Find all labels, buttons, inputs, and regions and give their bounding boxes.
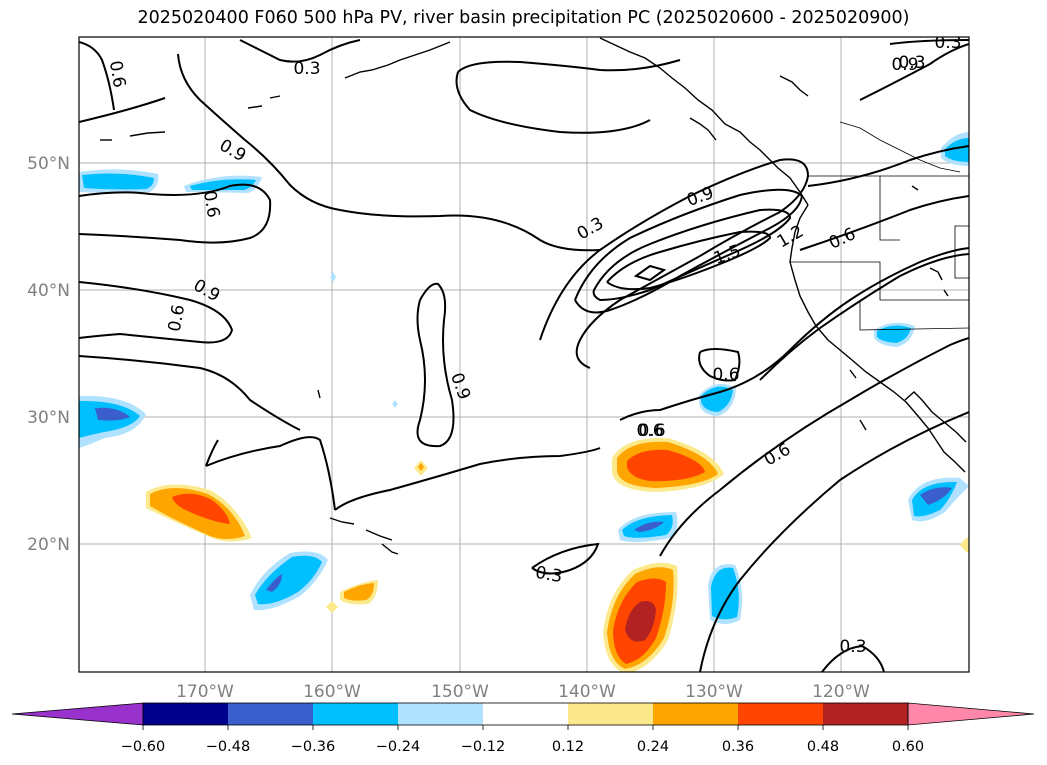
positive-anomaly-shading (146, 437, 969, 672)
coastlines (100, 37, 967, 555)
colorbar-tick-label: −0.12 (461, 739, 505, 755)
lat-label: 40°N (27, 281, 70, 301)
contour-label: 0.3 (293, 59, 320, 79)
colorbar-tick-label: −0.24 (376, 739, 420, 755)
contour-label: 0.9 (891, 55, 918, 75)
colorbar-segment (228, 703, 313, 725)
colorbar-segment (653, 703, 738, 725)
lat-label: 50°N (27, 154, 70, 174)
colorbar-tick-label: −0.36 (291, 739, 335, 755)
colorbar-segment (313, 703, 398, 725)
map-frame (78, 36, 970, 673)
map-area (79, 37, 969, 672)
lon-label: 150°W (431, 682, 489, 702)
colorbar-tick-label: 0.36 (722, 739, 754, 755)
negative-anomaly-shading (79, 132, 969, 624)
contour-label: 0.3 (534, 563, 564, 587)
colorbar-tick-label: −0.48 (206, 739, 250, 755)
lon-label: 160°W (303, 682, 361, 702)
political-borders (790, 121, 969, 331)
precip-shading (79, 132, 969, 672)
contour-label: 0.6 (165, 303, 189, 333)
colorbar-segment (568, 703, 653, 725)
contour-label: 0.3 (934, 33, 961, 53)
colorbar-segment (738, 703, 823, 725)
lon-label: 130°W (685, 682, 743, 702)
colorbar-tick-label: 0.12 (552, 739, 584, 755)
colorbar-segment (823, 703, 908, 725)
contour-label: 0.3 (839, 637, 866, 657)
colorbar-tick-label: 0.48 (807, 739, 839, 755)
colorbar-outline (142, 702, 909, 726)
lon-label: 120°W (812, 682, 870, 702)
colorbar-segment (143, 703, 228, 725)
colorbar-tick-label: 0.60 (892, 739, 924, 755)
colorbar-extend-low (11, 702, 144, 726)
contour-label: 0.6 (636, 421, 663, 441)
contour-label: 0.3 (898, 53, 925, 73)
colorbar-segment (398, 703, 483, 725)
contour-label: 0.6 (638, 421, 665, 441)
lat-label: 20°N (27, 535, 70, 555)
colorbar-tick-label: −0.60 (121, 739, 165, 755)
map-title: 2025020400 F060 500 hPa PV, river basin … (137, 8, 910, 28)
lat-label: 30°N (27, 408, 70, 428)
lon-label: 140°W (558, 682, 616, 702)
contour-label: 0.6 (712, 365, 739, 385)
colorbar: −0.60 −0.48 −0.36 −0.24 −0.12 0.12 0.24 0.36 0.4… (11, 702, 1035, 755)
contour-label: 0.6 (105, 59, 129, 89)
colorbar-segment (483, 703, 568, 725)
contour-label: 0.6 (199, 189, 223, 219)
pv-contours (79, 39, 969, 672)
colorbar-extend-high (907, 702, 1035, 726)
axis-labels: 50°N 40°N 30°N 20°N 170°W 160°W 150°W 140°W 130°… (27, 154, 870, 702)
lon-label: 170°W (176, 682, 234, 702)
colorbar-tick-label: 0.24 (637, 739, 669, 755)
